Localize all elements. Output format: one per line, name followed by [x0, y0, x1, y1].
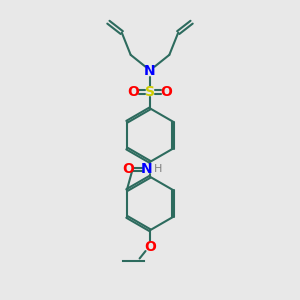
Text: H: H	[154, 164, 163, 174]
Text: S: S	[145, 85, 155, 99]
Text: N: N	[144, 64, 156, 78]
Text: O: O	[128, 85, 140, 99]
Text: O: O	[122, 162, 134, 176]
Text: O: O	[144, 240, 156, 254]
Text: O: O	[160, 85, 172, 99]
Text: N: N	[141, 162, 152, 176]
